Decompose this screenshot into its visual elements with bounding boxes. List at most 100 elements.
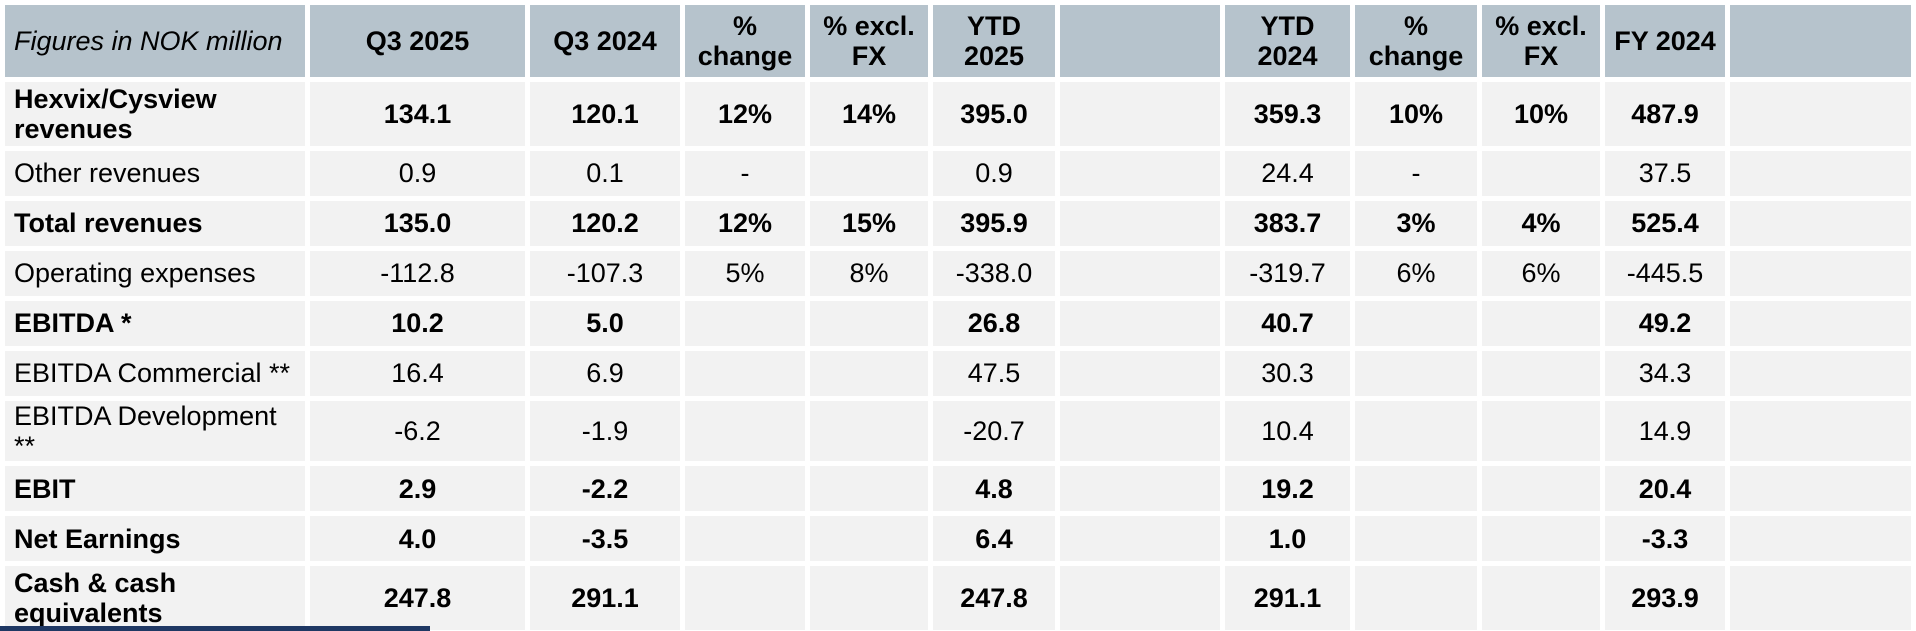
table-row: Other revenues 0.9 0.1-0.9 24.4-37.5 (5, 151, 1911, 196)
row-label: Operating expenses (5, 251, 305, 296)
value-cell: 30.3 (1225, 351, 1350, 396)
value-cell: 247.8 (933, 566, 1055, 631)
value-cell: 10% (1355, 82, 1477, 146)
value-cell: 12% (685, 201, 805, 246)
value-cell (1355, 516, 1477, 562)
header-row: Figures in NOK million Q3 2025 Q3 2024 %… (5, 5, 1911, 77)
value-cell: 0.9 (310, 151, 525, 196)
value-cell: 4% (1482, 201, 1600, 246)
value-cell: -445.5 (1605, 251, 1725, 296)
row-label: Other revenues (5, 151, 305, 196)
col-header-pct-change-q3: % change (685, 5, 805, 77)
value-cell: 10.2 (310, 301, 525, 346)
spacer-cell (1060, 566, 1220, 631)
value-cell: 34.3 (1605, 351, 1725, 396)
value-cell: 120.1 (530, 82, 680, 146)
spacer-column-header (1060, 5, 1220, 77)
value-cell (685, 351, 805, 396)
value-cell: 37.5 (1605, 151, 1725, 196)
value-cell: 120.2 (530, 201, 680, 246)
value-cell: 134.1 (310, 82, 525, 146)
value-cell: 291.1 (1225, 566, 1350, 631)
value-cell (810, 301, 928, 346)
value-cell: -107.3 (530, 251, 680, 296)
spacer-cell (1060, 251, 1220, 296)
value-cell (1355, 301, 1477, 346)
bottom-accent-bar (0, 626, 430, 631)
value-cell: 6.4 (933, 516, 1055, 562)
value-cell (810, 516, 928, 562)
table-row: Cash & cash equivalents 247.8 291.1 247.8 29… (5, 566, 1911, 631)
value-cell: 0.9 (933, 151, 1055, 196)
value-cell (1482, 516, 1600, 562)
value-cell: 10.4 (1225, 401, 1350, 462)
col-header-q3-2025: Q3 2025 (310, 5, 525, 77)
value-cell: 293.9 (1605, 566, 1725, 631)
spacer-cell (1060, 82, 1220, 146)
table-row: Operating expenses -112.8 -107.3 5% 8% -338.0… (5, 251, 1911, 296)
value-cell (810, 351, 928, 396)
value-cell (810, 466, 928, 512)
value-cell: 395.0 (933, 82, 1055, 146)
value-cell (810, 566, 928, 631)
spacer-cell (1730, 201, 1911, 246)
value-cell (1482, 466, 1600, 512)
value-cell: 4.8 (933, 466, 1055, 512)
value-cell: 2.9 (310, 466, 525, 512)
value-cell (685, 301, 805, 346)
spacer-column-header (1730, 5, 1911, 77)
value-cell: 14.9 (1605, 401, 1725, 462)
value-cell: - (685, 151, 805, 196)
spacer-cell (1730, 566, 1911, 631)
value-cell: 135.0 (310, 201, 525, 246)
value-cell: 3% (1355, 201, 1477, 246)
value-cell (810, 401, 928, 462)
col-header-pct-excl-fx-q3: % excl. FX (810, 5, 928, 77)
col-header-q3-2024: Q3 2024 (530, 5, 680, 77)
value-cell: 8% (810, 251, 928, 296)
value-cell: 5.0 (530, 301, 680, 346)
col-header-pct-excl-fx-ytd: % excl. FX (1482, 5, 1600, 77)
value-cell: 6.9 (530, 351, 680, 396)
spacer-cell (1060, 401, 1220, 462)
value-cell: -6.2 (310, 401, 525, 462)
table-row: Net Earnings 4.0 -3.5 6.4 1.0 -3.3 (5, 516, 1911, 562)
value-cell: 1.0 (1225, 516, 1350, 562)
spacer-cell (1730, 151, 1911, 196)
value-cell: 291.1 (530, 566, 680, 631)
spacer-cell (1060, 201, 1220, 246)
value-cell (685, 516, 805, 562)
col-header-ytd-2024: YTD 2024 (1225, 5, 1350, 77)
table-row: Hexvix/Cysview revenues 134.1 120.1 12% 14% 3… (5, 82, 1911, 146)
value-cell (1482, 401, 1600, 462)
value-cell: 49.2 (1605, 301, 1725, 346)
value-cell: 525.4 (1605, 201, 1725, 246)
value-cell: 14% (810, 82, 928, 146)
value-cell (1482, 566, 1600, 631)
table-row: EBIT 2.9 -2.2 4.8 19.2 20.4 (5, 466, 1911, 512)
value-cell: 12% (685, 82, 805, 146)
spacer-cell (1060, 516, 1220, 562)
row-label: EBITDA Development ** (5, 401, 305, 462)
spacer-cell (1060, 351, 1220, 396)
spacer-cell (1060, 466, 1220, 512)
value-cell: -20.7 (933, 401, 1055, 462)
row-label: Hexvix/Cysview revenues (5, 82, 305, 146)
value-cell: 0.1 (530, 151, 680, 196)
value-cell: 6% (1355, 251, 1477, 296)
value-cell (1355, 351, 1477, 396)
table-row: EBITDA Development ** -6.2 -1.9 -20.7 10.4 14… (5, 401, 1911, 462)
value-cell: 16.4 (310, 351, 525, 396)
value-cell: -1.9 (530, 401, 680, 462)
value-cell: -319.7 (1225, 251, 1350, 296)
value-cell: 20.4 (1605, 466, 1725, 512)
table-row: Total revenues 135.0 120.2 12% 15% 395.9 383.7… (5, 201, 1911, 246)
col-header-fy-2024: FY 2024 (1605, 5, 1725, 77)
value-cell (1355, 466, 1477, 512)
table-row: EBITDA Commercial ** 16.4 6.9 47.5 30.3 34.3 (5, 351, 1911, 396)
row-label: Total revenues (5, 201, 305, 246)
table-corner-label: Figures in NOK million (5, 5, 305, 77)
row-label: Cash & cash equivalents (5, 566, 305, 631)
